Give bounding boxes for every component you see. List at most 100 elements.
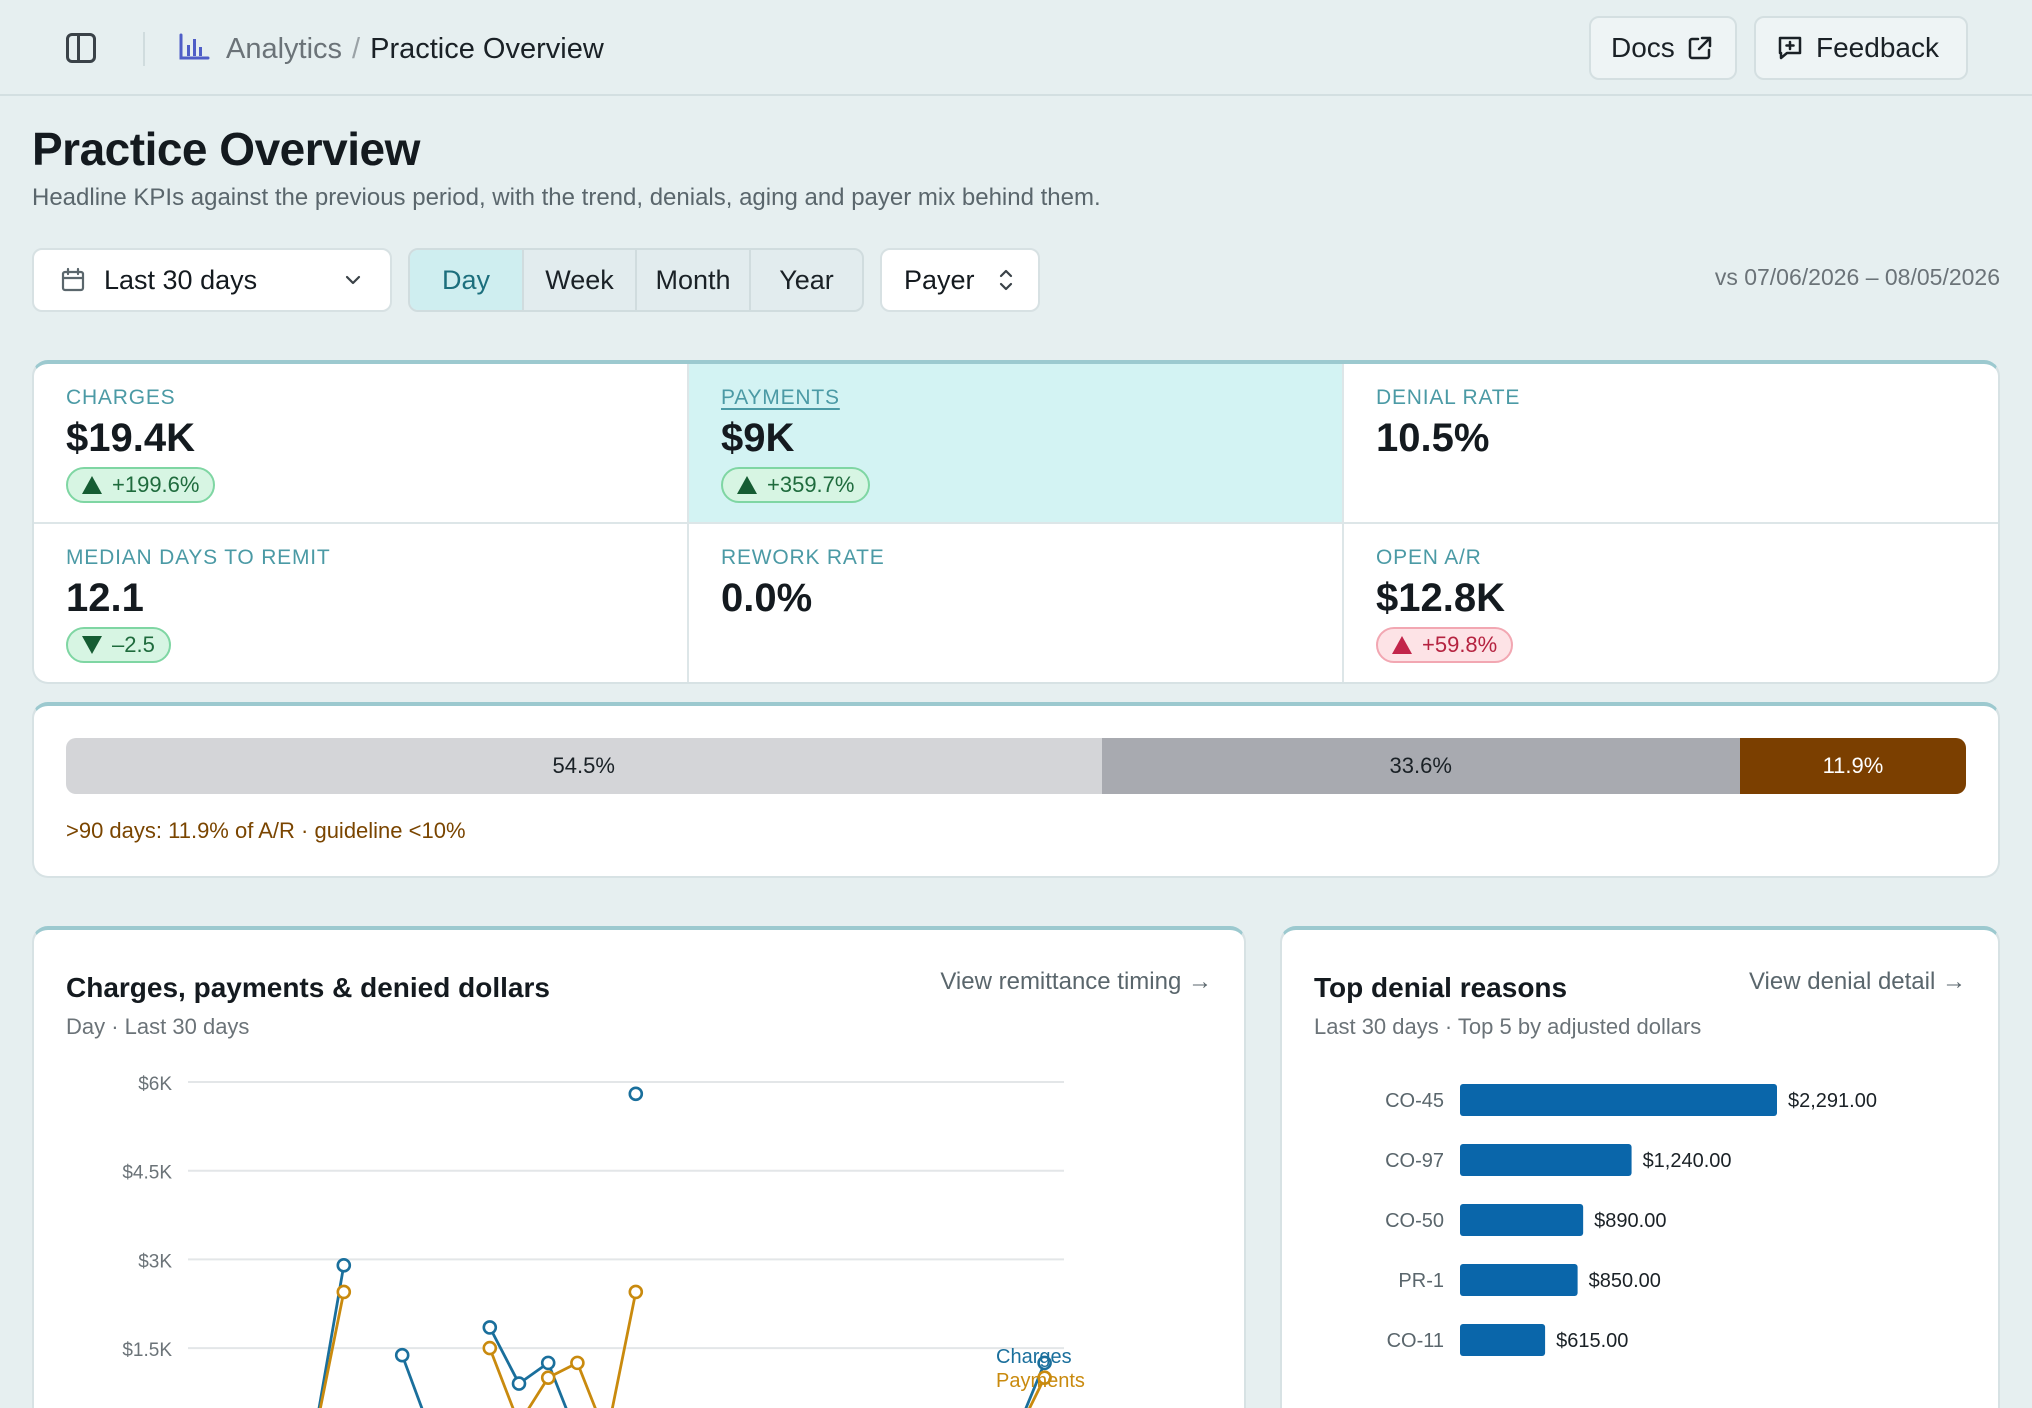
kpi-value: 10.5% [1376, 416, 1490, 460]
kpi-label: REWORK RATE [721, 546, 885, 569]
denial-bar[interactable] [1460, 1084, 1777, 1116]
ar-aging-card: 54.5% 33.6% 11.9% >90 days: 11.9% of A/R ·… [32, 702, 2000, 878]
calendar-icon [61, 267, 85, 292]
bar-value-label: $890.00 [1594, 1210, 1666, 1232]
data-point[interactable] [628, 1284, 644, 1300]
granularity-week-button[interactable]: Week [524, 250, 637, 310]
kpi-grid: CHARGES $19.4K +199.6% PAYMENTS $9K +359… [32, 360, 2000, 684]
kpi-value: $12.8K [1376, 576, 1505, 620]
data-point[interactable] [540, 1355, 556, 1371]
denial-reasons-card: Top denial reasons Last 30 days · Top 5 … [1280, 926, 2000, 1408]
feedback-label: Feedback [1816, 32, 1939, 63]
kpi-rework-rate[interactable]: REWORK RATE 0.0% [689, 524, 1344, 682]
bar-value-label: $850.00 [1589, 1270, 1661, 1292]
bar-category-label: CO-50 [1385, 1210, 1444, 1232]
triangle-up-icon [1392, 636, 1412, 654]
legend-label: Payments [996, 1370, 1085, 1392]
kpi-denial-rate[interactable]: DENIAL RATE 10.5% [1344, 364, 1998, 524]
granularity-toggle: Day Week Month Year [408, 248, 864, 312]
denial-bar-chart: CO-45 $2,291.00 CO-97 $1,240.00 CO-50 $890.00… [1385, 1084, 1877, 1356]
denial-chart-title: Top denial reasons [1314, 972, 1568, 1003]
date-range-select[interactable]: Last 30 days [32, 248, 392, 312]
aging-segment[interactable]: 54.5% [66, 738, 1102, 794]
y-tick-label: $1.5K [122, 1340, 172, 1361]
kpi-value: 12.1 [66, 576, 144, 620]
kpi-open-ar[interactable]: OPEN A/R $12.8K +59.8% [1344, 524, 1998, 682]
aging-note: >90 days: 11.9% of A/R · guideline <10% [66, 818, 466, 843]
data-point[interactable] [482, 1320, 498, 1335]
granularity-day-button[interactable]: Day [410, 250, 524, 310]
kpi-delta-value: +59.8% [1422, 632, 1498, 657]
data-point[interactable] [540, 1370, 556, 1385]
page-title: Practice Overview [32, 123, 420, 175]
group-by-select[interactable]: Payer [880, 248, 1040, 312]
group-by-value: Payer [904, 264, 975, 295]
external-link-icon [1688, 36, 1712, 60]
view-remittance-timing-link[interactable]: View remittance timing → [940, 968, 1212, 995]
ar-aging-bar: 54.5% 33.6% 11.9% [66, 738, 1966, 794]
trend-chart-card: Charges, payments & denied dollars Day ·… [32, 926, 1246, 1408]
data-point[interactable] [336, 1284, 352, 1300]
denial-chart-subtitle: Last 30 days · Top 5 by adjusted dollars [1314, 1014, 1702, 1039]
analytics-icon [179, 33, 210, 60]
y-tick-label: $4.5K [122, 1163, 172, 1184]
docs-button[interactable]: Docs [1589, 16, 1737, 80]
denial-bar[interactable] [1460, 1324, 1546, 1356]
kpi-delta-value: +199.6% [112, 472, 200, 497]
breadcrumb-separator: / [352, 33, 361, 65]
chevron-up-down-icon [999, 269, 1013, 291]
data-point[interactable] [511, 1376, 527, 1391]
series-line [488, 1291, 638, 1408]
kpi-delta-badge: +199.6% [66, 467, 216, 503]
data-point[interactable] [336, 1258, 352, 1273]
kpi-delta-badge: +359.7% [721, 467, 871, 503]
aging-segment[interactable]: 11.9% [1739, 738, 1966, 794]
data-point[interactable] [394, 1347, 410, 1363]
granularity-year-button[interactable]: Year [779, 264, 834, 295]
bar-category-label: CO-11 [1387, 1330, 1444, 1352]
kpi-payments[interactable]: PAYMENTS $9K +359.7% [689, 364, 1344, 524]
breadcrumb: Analytics / Practice Overview [226, 30, 604, 68]
view-denial-detail-link[interactable]: View denial detail → [1748, 968, 1966, 995]
kpi-median-days-to-remit[interactable]: MEDIAN DAYS TO REMIT 12.1 –2.5 [34, 524, 689, 682]
date-range-value: Last 30 days [104, 264, 258, 295]
kpi-delta-badge: +59.8% [1376, 627, 1514, 663]
kpi-delta-value: –2.5 [112, 632, 155, 657]
kpi-label: CHARGES [66, 386, 176, 409]
series-line [488, 1326, 568, 1408]
granularity-month-button[interactable]: Month [637, 250, 751, 310]
kpi-value: $9K [721, 416, 795, 460]
kpi-delta-badge: –2.5 [66, 627, 171, 663]
breadcrumb-current: Practice Overview [370, 33, 604, 65]
data-point[interactable] [1037, 1355, 1052, 1371]
kpi-charges[interactable]: CHARGES $19.4K +199.6% [34, 364, 689, 524]
denial-bar[interactable] [1460, 1144, 1632, 1176]
trend-chart-subtitle: Day · Last 30 days [66, 1014, 250, 1039]
sidebar-toggle-icon[interactable] [66, 33, 96, 63]
kpi-label: OPEN A/R [1376, 546, 1482, 569]
denial-bar[interactable] [1460, 1204, 1584, 1236]
triangle-down-icon [82, 636, 102, 654]
data-point[interactable] [570, 1355, 585, 1371]
kpi-label: MEDIAN DAYS TO REMIT [66, 546, 331, 569]
data-point[interactable] [628, 1086, 644, 1102]
trend-chart-title: Charges, payments & denied dollars [66, 972, 550, 1003]
bar-value-label: $615.00 [1556, 1330, 1628, 1352]
kpi-value: 0.0% [721, 576, 813, 620]
bar-category-label: CO-97 [1385, 1150, 1444, 1172]
breadcrumb-parent-link[interactable]: Analytics [226, 33, 343, 65]
data-point[interactable] [1037, 1370, 1052, 1385]
bar-category-label: CO-45 [1385, 1090, 1444, 1112]
feedback-button[interactable]: Feedback [1754, 16, 1968, 80]
aging-segment[interactable]: 33.6% [1101, 738, 1740, 794]
data-point[interactable] [482, 1340, 498, 1356]
bar-category-label: PR-1 [1398, 1270, 1444, 1292]
series-line [318, 1291, 346, 1408]
kpi-label: DENIAL RATE [1376, 386, 1521, 409]
chevron-down-icon [345, 275, 361, 285]
kpi-label: PAYMENTS [721, 386, 840, 409]
denial-bar[interactable] [1460, 1264, 1578, 1296]
y-tick-label: $6K [138, 1074, 172, 1095]
series-line [400, 1354, 424, 1408]
